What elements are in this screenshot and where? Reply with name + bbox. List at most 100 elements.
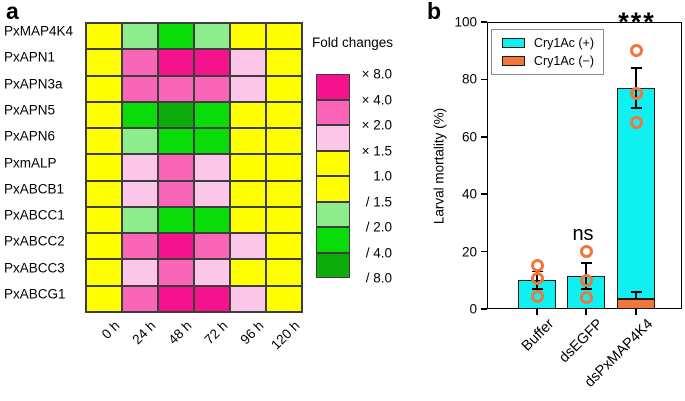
y-axis-tick xyxy=(481,78,487,81)
heatmap-cell xyxy=(230,285,266,312)
heatmap-row-label: PxABCG1 xyxy=(4,286,66,302)
y-axis-tick-label: 100 xyxy=(454,14,477,30)
y-axis-tick-label: 40 xyxy=(461,186,477,202)
x-axis-tick xyxy=(585,309,587,315)
fold-legend-block xyxy=(316,227,350,253)
heatmap-cell xyxy=(158,206,194,234)
y-axis-tick-label: 60 xyxy=(461,129,477,145)
heatmap-cell xyxy=(86,233,122,260)
cry1ac-plus-label: Cry1Ac (+) xyxy=(533,36,594,50)
fold-legend-block xyxy=(316,74,350,100)
error-bar-cap xyxy=(630,67,642,69)
heatmap-cell xyxy=(266,259,302,286)
heatmap-cell xyxy=(194,154,230,181)
data-point-circle xyxy=(629,87,643,101)
heatmap-cell xyxy=(158,233,194,260)
heatmap-cell xyxy=(230,233,266,260)
heatmap-cell xyxy=(122,101,158,129)
heatmap-cell xyxy=(86,23,122,50)
heatmap-cell xyxy=(194,23,230,50)
y-axis-tick-label: 20 xyxy=(461,244,477,260)
heatmap-cell xyxy=(122,49,158,76)
heatmap-cell xyxy=(194,206,230,234)
heatmap-cell xyxy=(230,75,266,102)
fold-legend-label: / 4.0 xyxy=(365,245,392,260)
y-axis-title: Larval mortality (%) xyxy=(431,107,447,225)
heatmap-cell xyxy=(122,233,158,260)
heatmap-cell xyxy=(194,233,230,260)
heatmap-cell xyxy=(266,206,302,234)
heatmap-cell xyxy=(266,49,302,76)
panel-a-letter: a xyxy=(6,0,19,24)
heatmap-row-label: PxMAP4K4 xyxy=(4,23,74,39)
error-bar-line xyxy=(635,291,637,299)
heatmap-row-label: PxAPN1 xyxy=(4,49,56,65)
heatmap-cell xyxy=(158,259,194,286)
heatmap-cell xyxy=(194,128,230,155)
heatmap-cell xyxy=(266,180,302,207)
heatmap-cell xyxy=(230,128,266,155)
fold-legend-label: / 8.0 xyxy=(365,270,392,286)
heatmap-cell xyxy=(86,154,122,181)
heatmap-cell xyxy=(122,128,158,155)
heatmap-cell xyxy=(158,180,194,207)
data-point-circle xyxy=(629,115,643,129)
heatmap-cell xyxy=(122,180,158,207)
y-axis-tick xyxy=(481,21,487,23)
fold-legend-block xyxy=(316,176,350,202)
heatmap-cell xyxy=(122,285,158,312)
fold-legend-block xyxy=(316,150,350,176)
heatmap-cell xyxy=(266,285,302,312)
error-bar-cap xyxy=(630,290,642,293)
data-point-circle xyxy=(579,245,593,259)
fold-legend-block xyxy=(316,99,350,125)
heatmap-cell xyxy=(194,75,230,102)
legend-row-cry1ac-minus: Cry1Ac (−) xyxy=(502,54,594,68)
y-axis-tick xyxy=(481,193,487,195)
cry1ac-minus-label: Cry1Ac (−) xyxy=(533,54,594,68)
y-axis-tick xyxy=(481,308,487,310)
cry1ac-minus-swatch xyxy=(502,56,525,66)
heatmap-cell xyxy=(230,49,266,76)
error-bar-cap xyxy=(630,107,642,109)
heatmap-row-label: PxAPN6 xyxy=(4,128,56,144)
heatmap-row-label: PxABCC1 xyxy=(4,207,65,223)
significance-ns: ns xyxy=(572,223,594,245)
y-axis-tick-label: 80 xyxy=(461,71,477,87)
heatmap-cell xyxy=(266,128,302,155)
y-axis-tick xyxy=(481,250,487,253)
x-axis-tick xyxy=(635,309,637,315)
heatmap-cell xyxy=(86,259,122,286)
fold-legend-label: / 1.5 xyxy=(365,194,392,209)
heatmap-cell xyxy=(194,49,230,76)
heatmap-cell xyxy=(230,101,266,129)
heatmap-row-label: PxmALP xyxy=(4,155,57,170)
heatmap-cell xyxy=(158,101,194,129)
significance-stars: *** xyxy=(618,7,656,37)
heatmap-cell xyxy=(194,180,230,207)
heatmap-cell xyxy=(266,154,302,181)
bar-cry1ac-minus xyxy=(617,298,655,309)
heatmap-cell xyxy=(86,101,122,129)
error-bar-cap xyxy=(580,288,592,290)
legend-row-cry1ac-plus: Cry1Ac (+) xyxy=(502,36,594,50)
heatmap-cell xyxy=(230,154,266,181)
fold-legend-block xyxy=(316,252,350,278)
fold-legend-block xyxy=(316,201,350,227)
heatmap-cell xyxy=(194,285,230,312)
heatmap-cell xyxy=(86,206,122,234)
heatmap-cell xyxy=(230,180,266,207)
heatmap-cell xyxy=(86,128,122,155)
fold-legend-label: × 4.0 xyxy=(361,92,392,107)
fold-legend-label: × 2.0 xyxy=(361,117,392,133)
heatmap-cell xyxy=(194,259,230,286)
fold-legend-block xyxy=(316,125,350,151)
fold-legend-label: / 2.0 xyxy=(365,219,392,235)
data-point-circle xyxy=(579,273,593,287)
heatmap-cell xyxy=(158,75,194,102)
heatmap-cell xyxy=(122,259,158,286)
cry1ac-legend-box: Cry1Ac (+) Cry1Ac (−) xyxy=(491,29,604,75)
heatmap-cell xyxy=(122,206,158,234)
heatmap-cell xyxy=(122,75,158,102)
